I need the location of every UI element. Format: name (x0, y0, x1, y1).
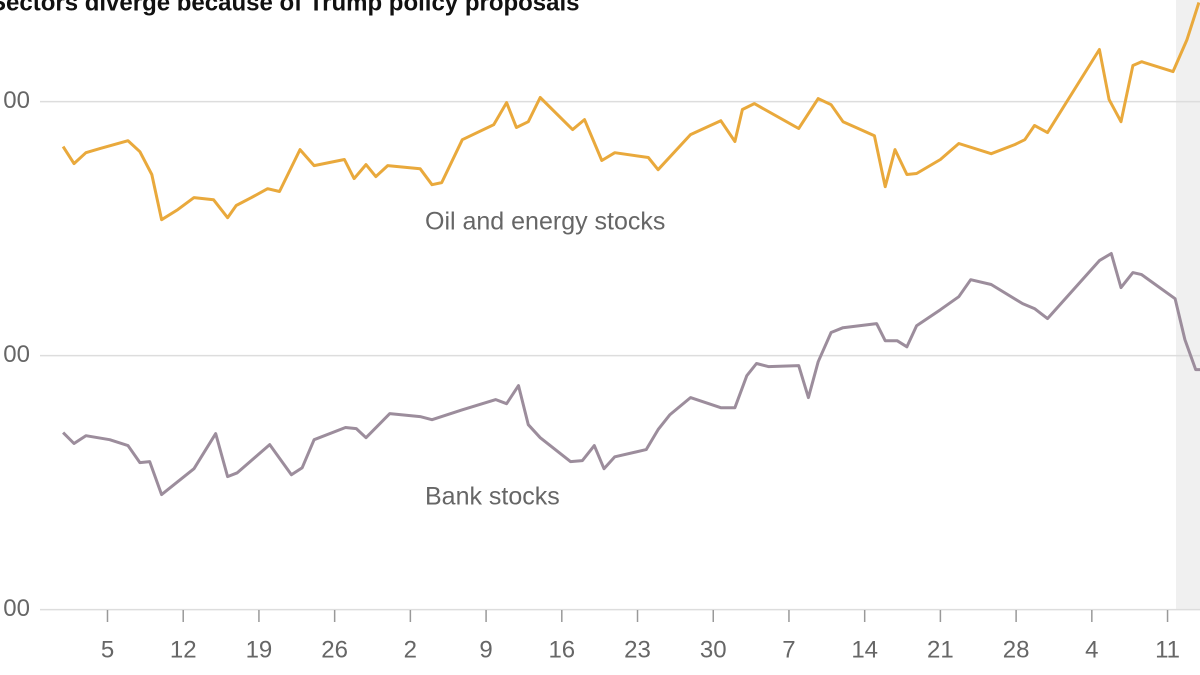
y-tick-label: 00 (3, 595, 30, 622)
x-tick-label: 7 (782, 636, 795, 663)
x-tick-label: 26 (321, 636, 348, 663)
annotation: Oil and energy stocks (425, 208, 665, 236)
x-tick-label: 2 (404, 636, 417, 663)
x-tick-label: 28 (1003, 636, 1030, 663)
x-tick-label: 21 (927, 636, 954, 663)
x-tick-label: 4 (1085, 636, 1098, 663)
chart-title: Sectors diverge because of Trump policy … (0, 0, 580, 16)
x-tick-label: 14 (851, 636, 878, 663)
y-tick-label: 00 (3, 87, 30, 114)
series-line (62, 252, 1200, 497)
x-tick-label: 11 (1155, 636, 1180, 663)
x-tick-label: 19 (246, 636, 273, 663)
x-tick-label: 5 (101, 636, 114, 663)
x-tick-label: 16 (548, 636, 575, 663)
series-line (61, 2, 1200, 222)
x-tick-label: 30 (700, 636, 727, 663)
annotation: Bank stocks (425, 483, 560, 511)
x-tick-label: 9 (479, 636, 492, 663)
highlight-band (1176, 0, 1200, 610)
y-tick-label: 00 (3, 341, 30, 368)
x-tick-label: 12 (170, 636, 197, 663)
x-tick-label: 23 (624, 636, 651, 663)
